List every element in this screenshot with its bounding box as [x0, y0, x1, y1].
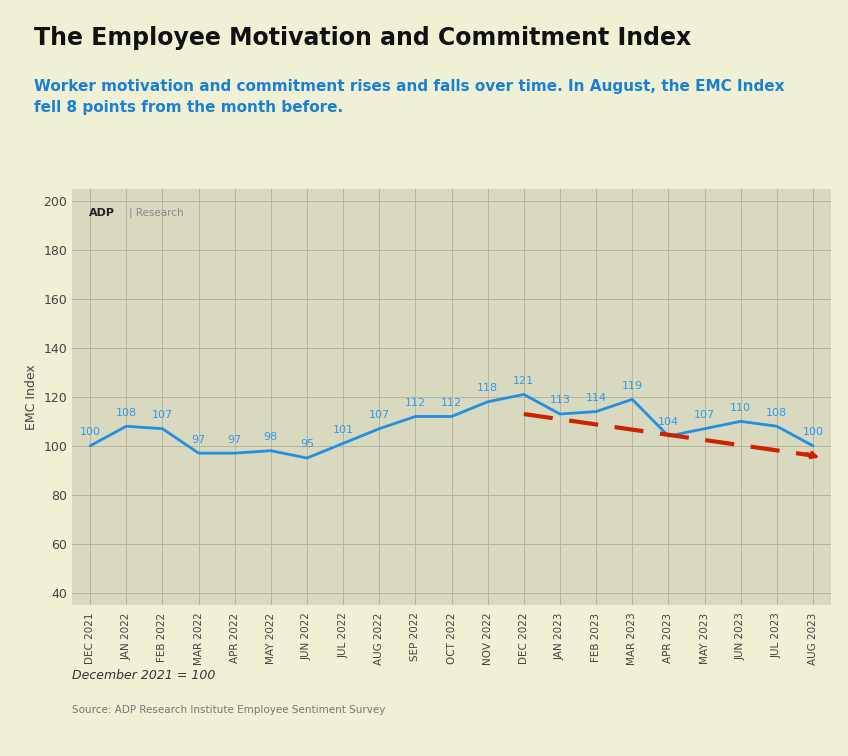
- Text: 104: 104: [658, 417, 679, 427]
- Y-axis label: EMC Index: EMC Index: [25, 364, 38, 429]
- Text: 98: 98: [264, 432, 278, 442]
- Text: 112: 112: [441, 398, 462, 408]
- Text: 108: 108: [115, 407, 137, 418]
- Text: 110: 110: [730, 403, 751, 413]
- Text: 95: 95: [300, 439, 314, 450]
- Text: 118: 118: [477, 383, 499, 393]
- Text: 112: 112: [404, 398, 426, 408]
- Text: The Employee Motivation and Commitment Index: The Employee Motivation and Commitment I…: [34, 26, 691, 51]
- Text: 121: 121: [513, 376, 534, 386]
- Text: ADP: ADP: [89, 208, 114, 218]
- Text: 100: 100: [80, 427, 101, 437]
- Text: 97: 97: [227, 435, 242, 445]
- Text: December 2021 = 100: December 2021 = 100: [72, 669, 215, 682]
- Text: | Research: | Research: [129, 208, 184, 218]
- Text: 107: 107: [152, 411, 173, 420]
- Text: 101: 101: [332, 425, 354, 435]
- Text: 100: 100: [802, 427, 823, 437]
- Text: 108: 108: [767, 407, 788, 418]
- Text: 107: 107: [694, 411, 715, 420]
- Text: Source: ADP Research Institute Employee Sentiment Survey: Source: ADP Research Institute Employee …: [72, 705, 386, 714]
- Text: Worker motivation and commitment rises and falls over time. In August, the EMC I: Worker motivation and commitment rises a…: [34, 79, 784, 116]
- Text: 113: 113: [550, 395, 571, 405]
- Text: 119: 119: [622, 381, 643, 391]
- Text: 114: 114: [586, 393, 606, 403]
- Text: 97: 97: [192, 435, 206, 445]
- Text: 107: 107: [369, 411, 390, 420]
